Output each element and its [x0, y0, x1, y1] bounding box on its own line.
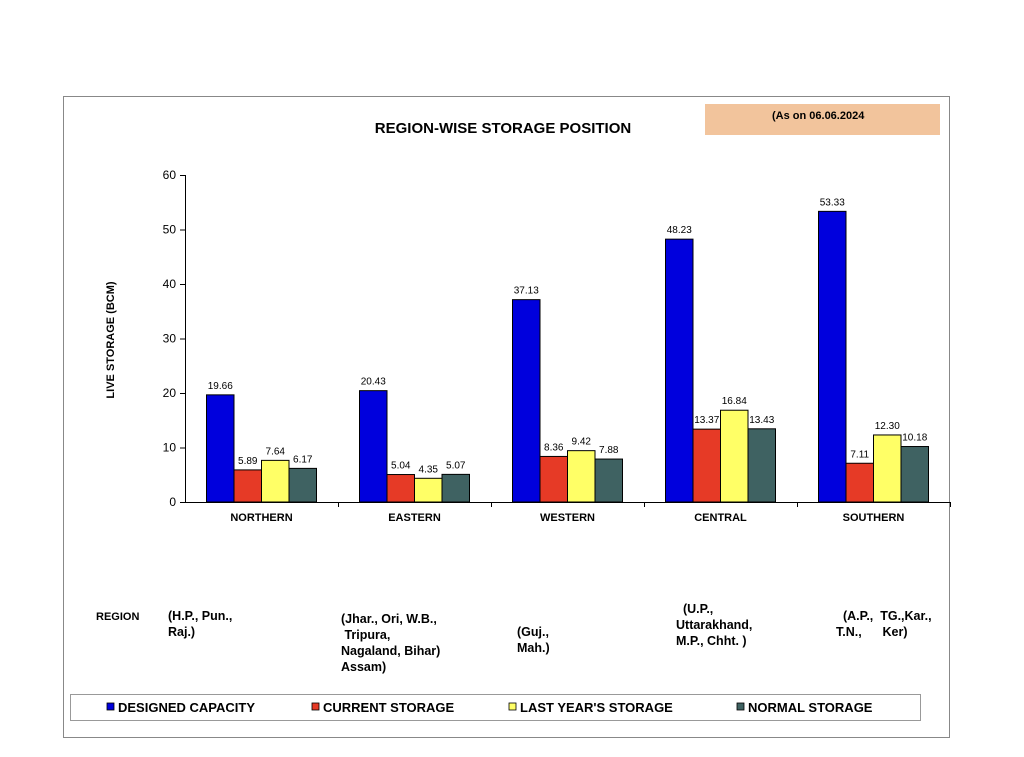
bar-normal-storage-northern	[288, 467, 317, 503]
y-tick-label: 30	[163, 332, 177, 346]
bar-current-storage-eastern	[386, 474, 415, 503]
bar-designed-capacity-southern	[818, 210, 847, 503]
region-states: Tripura,	[341, 628, 390, 642]
bar-last-year-s-storage-northern	[261, 459, 290, 503]
x-tick-label: NORTHERN	[230, 512, 292, 524]
data-label: 7.64	[266, 446, 286, 457]
bar-current-storage-northern	[233, 469, 262, 503]
data-label: 5.89	[238, 456, 258, 467]
legend-label: CURRENT STORAGE	[323, 700, 455, 715]
legend-swatch	[736, 702, 745, 711]
bar-designed-capacity-central	[665, 238, 694, 503]
legend-swatch	[508, 702, 517, 711]
y-tick-label: 20	[163, 386, 177, 400]
bar-designed-capacity-western	[512, 299, 541, 503]
data-label: 37.13	[514, 286, 539, 297]
legend-label: LAST YEAR'S STORAGE	[520, 700, 673, 715]
y-tick-label: 60	[163, 168, 177, 182]
x-tick-label: WESTERN	[540, 512, 595, 524]
bar-normal-storage-western	[594, 458, 623, 503]
bar-current-storage-central	[692, 428, 721, 503]
data-label: 6.17	[293, 454, 313, 465]
bar-current-storage-western	[539, 455, 568, 503]
data-label: 7.11	[850, 449, 869, 460]
data-label: 53.33	[820, 197, 845, 208]
data-label: 10.18	[902, 433, 927, 444]
bar-last-year-s-storage-western	[567, 450, 596, 503]
data-label: 19.66	[208, 381, 233, 392]
x-tick-label: CENTRAL	[694, 512, 747, 524]
y-tick-label: 50	[163, 223, 177, 237]
bar-designed-capacity-eastern	[359, 390, 388, 503]
region-states: Assam)	[341, 660, 386, 674]
data-label: 5.07	[446, 460, 466, 471]
legend-swatch	[311, 702, 320, 711]
region-states: Mah.)	[517, 641, 550, 655]
bar-normal-storage-eastern	[441, 473, 470, 503]
chart-title: REGION-WISE STORAGE POSITION	[375, 120, 631, 137]
x-tick-label: EASTERN	[388, 512, 441, 524]
data-label: 4.35	[419, 464, 439, 475]
date-note: (As on 06.06.2024	[772, 110, 865, 122]
bar-designed-capacity-northern	[206, 394, 235, 503]
region-states: (A.P., TG.,Kar.,	[836, 609, 932, 623]
region-states: Uttarakhand,	[676, 618, 752, 632]
region-states: (Guj.,	[517, 625, 549, 639]
region-states: T.N., Ker)	[836, 625, 908, 639]
data-label: 20.43	[361, 377, 386, 388]
data-label: 5.04	[391, 461, 411, 472]
data-label: 12.30	[875, 421, 900, 432]
bar-last-year-s-storage-southern	[873, 434, 902, 503]
x-tick-label: SOUTHERN	[843, 512, 905, 524]
data-label: 48.23	[667, 225, 692, 236]
data-label: 16.84	[722, 396, 747, 407]
bar-last-year-s-storage-eastern	[414, 477, 443, 503]
y-tick-label: 10	[163, 441, 177, 455]
region-states: Nagaland, Bihar)	[341, 644, 440, 658]
legend-swatch	[106, 702, 115, 711]
legend	[70, 694, 921, 721]
region-states: M.P., Chht. )	[676, 634, 747, 648]
bar-current-storage-southern	[845, 462, 874, 503]
y-axis-label: LIVE STORAGE (BCM)	[105, 281, 117, 398]
y-tick-label: 40	[163, 277, 177, 291]
data-label: 7.88	[599, 445, 619, 456]
chart-frame	[63, 96, 950, 738]
region-states: (H.P., Pun.,	[168, 609, 232, 623]
x-axis-label: REGION	[96, 611, 139, 623]
region-states: (Jhar., Ori, W.B.,	[341, 612, 437, 626]
legend-label: DESIGNED CAPACITY	[118, 700, 255, 715]
region-states: Raj.)	[168, 625, 195, 639]
bar-last-year-s-storage-central	[720, 409, 749, 503]
y-tick-label: 0	[169, 495, 176, 509]
data-label: 13.43	[749, 415, 774, 426]
legend-label: NORMAL STORAGE	[748, 700, 873, 715]
date-note-box	[705, 104, 940, 135]
bar-normal-storage-central	[747, 428, 776, 503]
data-label: 13.37	[694, 415, 719, 426]
data-label: 8.36	[544, 442, 564, 453]
data-label: 9.42	[572, 437, 592, 448]
region-states: (U.P.,	[676, 602, 713, 616]
bar-normal-storage-southern	[900, 446, 929, 503]
